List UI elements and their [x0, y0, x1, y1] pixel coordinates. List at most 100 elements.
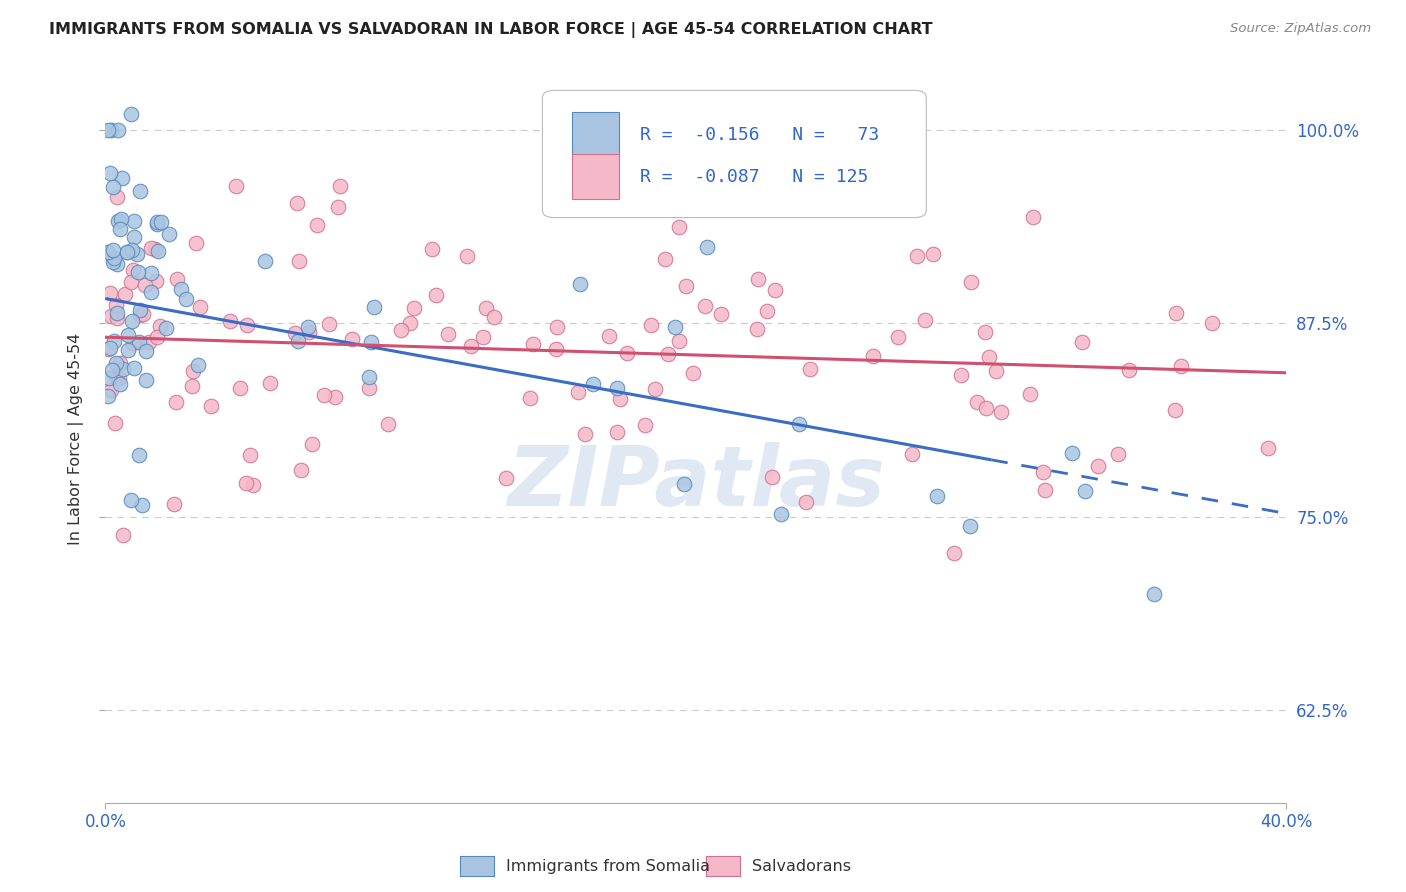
Point: [1021, 210, 1043, 224]
Point: [157, 227, 180, 242]
Point: [1143, 587, 1166, 601]
Point: [97, 389, 120, 403]
Point: [180, 378, 202, 392]
Point: [101, 254, 124, 268]
Point: [104, 368, 127, 383]
Point: [402, 301, 425, 315]
FancyBboxPatch shape: [543, 90, 927, 218]
Point: [97, 123, 120, 137]
Point: [146, 244, 169, 258]
Point: [97, 371, 120, 385]
Point: [482, 310, 505, 324]
Point: [360, 335, 382, 350]
Point: [1164, 403, 1187, 417]
Point: [616, 345, 638, 359]
Point: [117, 245, 139, 260]
Point: [128, 448, 150, 462]
Point: [544, 342, 567, 356]
Point: [121, 243, 143, 257]
Point: [609, 201, 631, 215]
Point: [794, 495, 817, 509]
Point: [122, 230, 145, 244]
Point: [682, 367, 704, 381]
Point: [129, 303, 152, 318]
Point: [107, 310, 129, 325]
Point: [120, 493, 142, 508]
Point: [107, 123, 129, 137]
Point: [236, 318, 259, 333]
Text: ZIPatlas: ZIPatlas: [508, 442, 884, 524]
Point: [187, 358, 209, 372]
Point: [128, 334, 150, 349]
Point: [135, 373, 157, 387]
Point: [301, 437, 323, 451]
Text: IMMIGRANTS FROM SOMALIA VS SALVADORAN IN LABOR FORCE | AGE 45-54 CORRELATION CHA: IMMIGRANTS FROM SOMALIA VS SALVADORAN IN…: [49, 22, 932, 38]
Point: [122, 361, 145, 376]
Point: [101, 243, 124, 257]
Point: [170, 282, 193, 296]
Point: [357, 381, 380, 395]
Point: [190, 301, 212, 315]
Point: [163, 497, 186, 511]
Point: [787, 417, 810, 432]
Point: [125, 247, 148, 261]
Point: [672, 477, 695, 491]
Point: [634, 418, 657, 433]
Point: [799, 362, 821, 376]
Point: [103, 251, 125, 265]
Point: [259, 376, 281, 391]
Point: [1033, 483, 1056, 498]
Point: [285, 196, 308, 211]
Point: [1073, 483, 1095, 498]
Point: [323, 390, 346, 404]
Point: [609, 392, 631, 406]
Point: [98, 341, 121, 355]
Point: [104, 356, 127, 370]
Text: Immigrants from Somalia: Immigrants from Somalia: [506, 859, 710, 873]
Point: [132, 308, 155, 322]
Point: [100, 123, 122, 137]
Point: [242, 478, 264, 492]
Point: [124, 214, 146, 228]
Point: [120, 107, 142, 121]
FancyBboxPatch shape: [572, 154, 619, 200]
Point: [110, 377, 132, 392]
Point: [103, 334, 125, 348]
Point: [460, 339, 482, 353]
Point: [974, 326, 997, 340]
Point: [340, 332, 363, 346]
Point: [253, 254, 276, 268]
Point: [675, 279, 697, 293]
Point: [522, 336, 544, 351]
Point: [1032, 465, 1054, 479]
Point: [149, 318, 172, 333]
Point: [770, 507, 793, 521]
Point: [100, 383, 122, 397]
Point: [763, 283, 786, 297]
Point: [127, 265, 149, 279]
Point: [98, 285, 121, 300]
Point: [950, 368, 973, 383]
Point: [110, 211, 132, 226]
Point: [922, 247, 945, 261]
Point: [1170, 359, 1192, 373]
Point: [745, 322, 768, 336]
Point: [399, 316, 422, 330]
Point: [105, 190, 128, 204]
Point: [121, 335, 143, 350]
Point: [862, 349, 884, 363]
Point: [143, 242, 166, 256]
Point: [942, 546, 965, 560]
Point: [456, 249, 478, 263]
Point: [1201, 316, 1223, 330]
Point: [139, 241, 162, 255]
Point: [298, 325, 321, 339]
Point: [104, 416, 127, 430]
Point: [472, 330, 495, 344]
Point: [101, 363, 124, 377]
Point: [437, 326, 460, 341]
Text: R =  -0.156   N =   73: R = -0.156 N = 73: [641, 126, 880, 144]
Point: [475, 301, 498, 315]
Point: [101, 180, 124, 194]
Point: [146, 214, 169, 228]
